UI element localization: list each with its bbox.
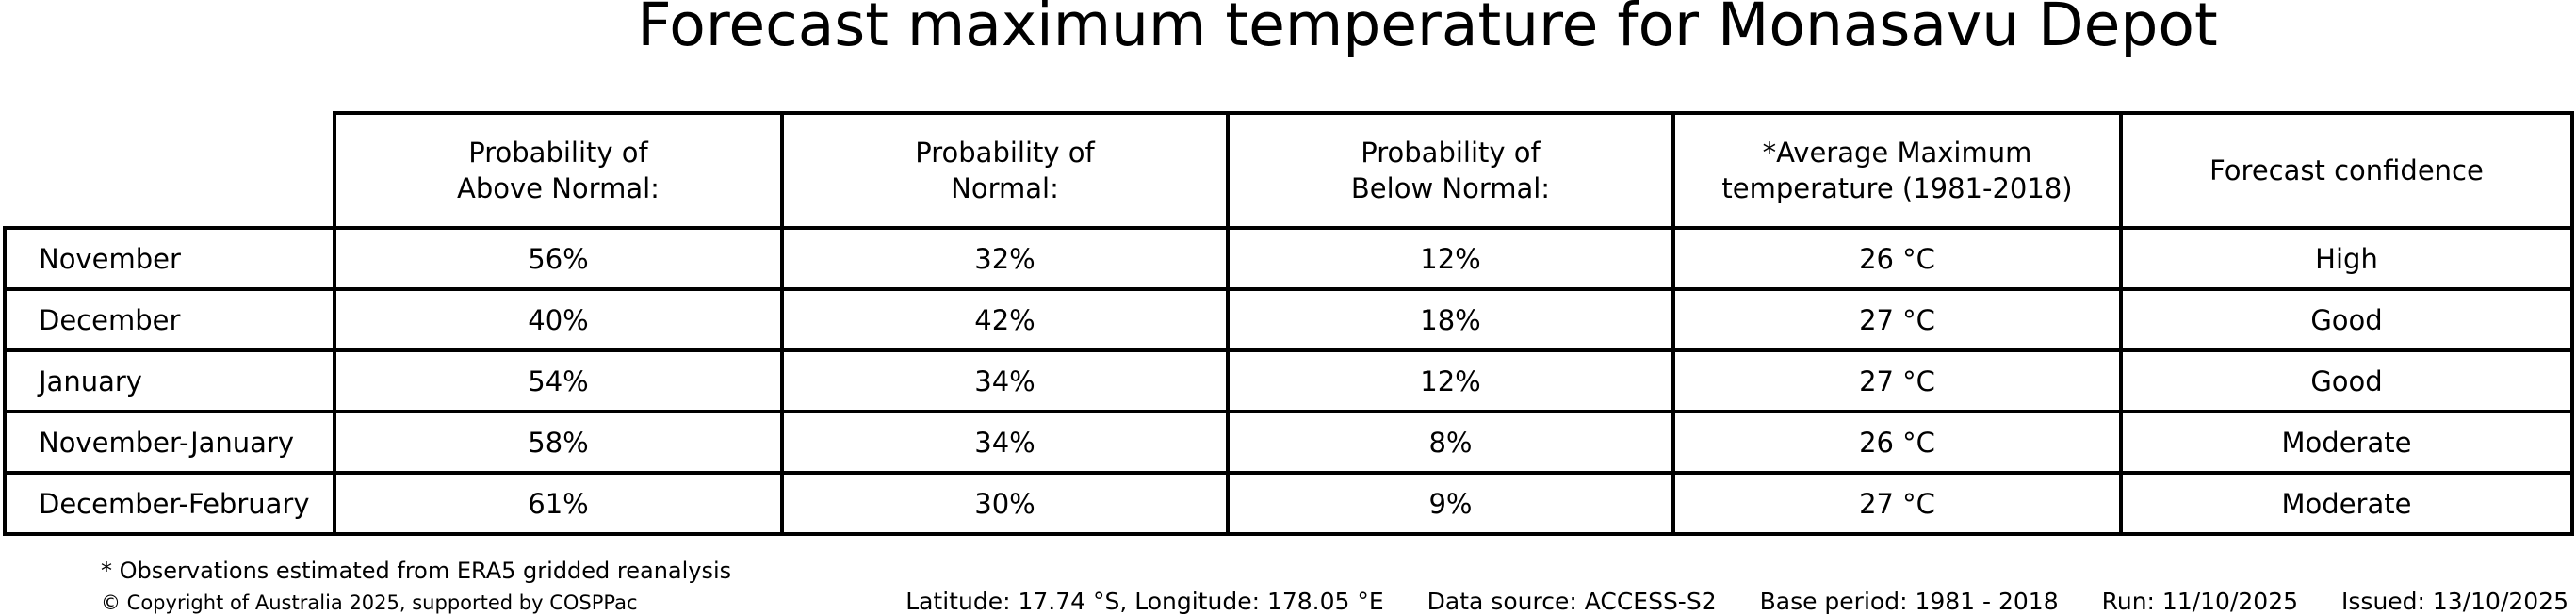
cell-avg-max-temp: 27 °C (1671, 287, 2123, 352)
page-title: Forecast maximum temperature for Monasav… (637, 0, 2218, 59)
cell-normal: 30% (780, 471, 1230, 536)
run-date-text: Run: 11/10/2025 (2101, 588, 2299, 615)
table-row: November 56% 32% 12% 26 °C High (3, 226, 2574, 291)
base-period-text: Base period: 1981 - 2018 (1759, 588, 2059, 615)
cell-below-normal: 8% (1226, 410, 1675, 475)
location-text: Latitude: 17.74 °S, Longitude: 178.05 °E (905, 588, 1384, 615)
cell-period-label: January (3, 348, 336, 413)
header-cell-period (5, 113, 334, 228)
header-row: Probability of Above Normal: Probability… (5, 111, 2574, 230)
header-cell-above-normal: Probability of Above Normal: (333, 111, 784, 230)
cell-below-normal: 12% (1226, 348, 1675, 413)
cell-confidence: Good (2119, 287, 2574, 352)
footnote: * Observations estimated from ERA5 gridd… (101, 558, 732, 584)
cell-above-normal: 54% (333, 348, 784, 413)
footer: © Copyright of Australia 2025, supported… (101, 588, 2568, 615)
cell-avg-max-temp: 26 °C (1671, 410, 2123, 475)
table-row: November-January 58% 34% 8% 26 °C Modera… (3, 410, 2574, 475)
cell-confidence: Moderate (2119, 410, 2574, 475)
cell-period-label: December-February (3, 471, 336, 536)
cell-below-normal: 12% (1226, 226, 1675, 291)
cell-avg-max-temp: 27 °C (1671, 348, 2123, 413)
header-cell-normal: Probability of Normal: (780, 111, 1230, 230)
cell-confidence: Good (2119, 348, 2574, 413)
cell-confidence: High (2119, 226, 2574, 291)
copyright-text: © Copyright of Australia 2025, supported… (101, 591, 638, 614)
header-cell-confidence: Forecast confidence (2119, 111, 2574, 230)
cell-above-normal: 40% (333, 287, 784, 352)
cell-normal: 34% (780, 410, 1230, 475)
cell-confidence: Moderate (2119, 471, 2574, 536)
cell-above-normal: 61% (333, 471, 784, 536)
forecast-table: Probability of Above Normal: Probability… (3, 111, 2574, 536)
cell-normal: 34% (780, 348, 1230, 413)
cell-period-label: November-January (3, 410, 336, 475)
cell-below-normal: 9% (1226, 471, 1675, 536)
table-row: December 40% 42% 18% 27 °C Good (3, 287, 2574, 352)
table-row: January 54% 34% 12% 27 °C Good (3, 348, 2574, 413)
table-row: December-February 61% 30% 9% 27 °C Moder… (3, 471, 2574, 536)
header-cell-avg-max-temp: *Average Maximum temperature (1981-2018) (1671, 111, 2123, 230)
cell-period-label: November (3, 226, 336, 291)
cell-avg-max-temp: 27 °C (1671, 471, 2123, 536)
data-source-text: Data source: ACCESS-S2 (1427, 588, 1717, 615)
header-cell-below-normal: Probability of Below Normal: (1226, 111, 1675, 230)
cell-period-label: December (3, 287, 336, 352)
cell-below-normal: 18% (1226, 287, 1675, 352)
issued-date-text: Issued: 13/10/2025 (2341, 588, 2568, 615)
cell-avg-max-temp: 26 °C (1671, 226, 2123, 291)
cell-above-normal: 58% (333, 410, 784, 475)
cell-normal: 32% (780, 226, 1230, 291)
cell-above-normal: 56% (333, 226, 784, 291)
cell-normal: 42% (780, 287, 1230, 352)
